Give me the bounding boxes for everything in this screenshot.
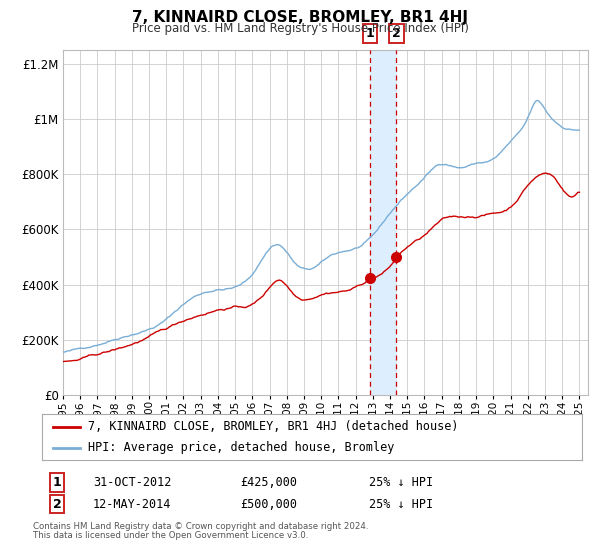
Bar xyxy=(370,50,397,395)
Text: 2: 2 xyxy=(392,27,401,40)
Text: 12-MAY-2014: 12-MAY-2014 xyxy=(93,497,172,511)
Text: 1: 1 xyxy=(365,27,374,40)
Text: 7, KINNAIRD CLOSE, BROMLEY, BR1 4HJ: 7, KINNAIRD CLOSE, BROMLEY, BR1 4HJ xyxy=(132,10,468,25)
Text: 25% ↓ HPI: 25% ↓ HPI xyxy=(369,476,433,489)
Text: 1: 1 xyxy=(53,476,61,489)
Text: 7, KINNAIRD CLOSE, BROMLEY, BR1 4HJ (detached house): 7, KINNAIRD CLOSE, BROMLEY, BR1 4HJ (det… xyxy=(88,421,458,433)
Text: 2: 2 xyxy=(53,497,61,511)
Text: 31-OCT-2012: 31-OCT-2012 xyxy=(93,476,172,489)
Text: £425,000: £425,000 xyxy=(240,476,297,489)
Text: This data is licensed under the Open Government Licence v3.0.: This data is licensed under the Open Gov… xyxy=(33,531,308,540)
Text: Contains HM Land Registry data © Crown copyright and database right 2024.: Contains HM Land Registry data © Crown c… xyxy=(33,522,368,531)
Text: Price paid vs. HM Land Registry's House Price Index (HPI): Price paid vs. HM Land Registry's House … xyxy=(131,22,469,35)
Text: HPI: Average price, detached house, Bromley: HPI: Average price, detached house, Brom… xyxy=(88,441,394,454)
Text: 25% ↓ HPI: 25% ↓ HPI xyxy=(369,497,433,511)
Text: £500,000: £500,000 xyxy=(240,497,297,511)
